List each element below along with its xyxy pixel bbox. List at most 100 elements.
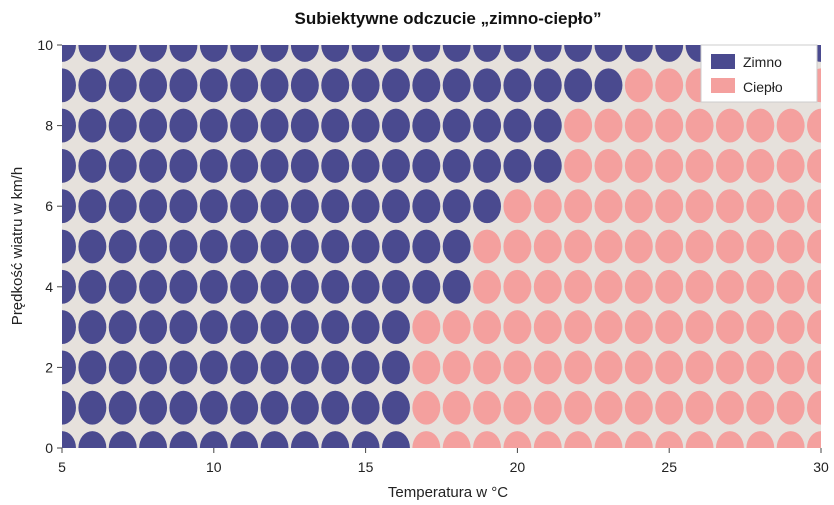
data-point-zimno: [473, 148, 502, 183]
legend-label-zimno: Zimno: [743, 54, 782, 70]
data-point-zimno: [230, 189, 259, 224]
data-point-cieplo: [807, 229, 821, 264]
data-point-cieplo: [776, 350, 805, 385]
data-point-zimno: [108, 148, 137, 183]
data-point-zimno: [139, 390, 168, 425]
y-axis: 0 2 4 6 8 10: [37, 37, 62, 456]
data-point-zimno: [412, 269, 441, 304]
data-point-cieplo: [624, 108, 653, 143]
data-point-cieplo: [533, 189, 562, 224]
data-point-cieplo: [685, 229, 714, 264]
data-point-zimno: [290, 45, 319, 62]
data-point-cieplo: [594, 148, 623, 183]
data-point-zimno: [78, 269, 107, 304]
data-point-zimno: [260, 189, 289, 224]
data-point-zimno: [169, 229, 198, 264]
chart-marks: [62, 45, 821, 448]
data-point-cieplo: [503, 269, 532, 304]
data-point-cieplo: [533, 310, 562, 345]
data-point-zimno: [62, 310, 76, 345]
data-point-zimno: [381, 229, 410, 264]
data-point-cieplo: [503, 390, 532, 425]
data-point-zimno: [230, 68, 259, 103]
data-point-zimno: [381, 189, 410, 224]
data-point-zimno: [533, 68, 562, 103]
data-point-zimno: [321, 229, 350, 264]
data-point-cieplo: [685, 108, 714, 143]
data-point-zimno: [442, 45, 471, 62]
data-point-cieplo: [715, 350, 744, 385]
data-point-cieplo: [715, 310, 744, 345]
data-point-zimno: [351, 148, 380, 183]
data-point-cieplo: [503, 189, 532, 224]
data-point-cieplo: [807, 350, 821, 385]
data-point-zimno: [351, 45, 380, 62]
data-point-zimno: [78, 390, 107, 425]
data-point-zimno: [381, 148, 410, 183]
data-point-zimno: [473, 189, 502, 224]
data-point-zimno: [78, 310, 107, 345]
data-point-zimno: [290, 108, 319, 143]
data-point-zimno: [169, 269, 198, 304]
data-point-cieplo: [655, 108, 684, 143]
data-point-zimno: [351, 431, 380, 448]
legend-swatch-zimno: [711, 54, 735, 69]
data-point-cieplo: [685, 431, 714, 448]
data-point-zimno: [442, 108, 471, 143]
data-point-zimno: [139, 269, 168, 304]
data-point-cieplo: [533, 390, 562, 425]
data-point-cieplo: [564, 431, 593, 448]
data-point-zimno: [139, 148, 168, 183]
data-point-cieplo: [685, 350, 714, 385]
data-point-zimno: [321, 148, 350, 183]
data-point-cieplo: [564, 310, 593, 345]
data-point-zimno: [199, 229, 228, 264]
data-point-zimno: [381, 390, 410, 425]
data-point-zimno: [139, 229, 168, 264]
data-point-cieplo: [594, 350, 623, 385]
data-point-zimno: [139, 108, 168, 143]
data-point-zimno: [62, 269, 76, 304]
data-point-zimno: [321, 431, 350, 448]
data-point-zimno: [199, 108, 228, 143]
x-tick-label: 5: [58, 459, 66, 475]
x-tick-label: 20: [510, 459, 526, 475]
data-point-zimno: [260, 148, 289, 183]
data-point-cieplo: [655, 68, 684, 103]
data-point-zimno: [139, 45, 168, 62]
data-point-cieplo: [776, 229, 805, 264]
data-point-zimno: [503, 108, 532, 143]
data-point-zimno: [62, 45, 76, 62]
data-point-zimno: [169, 148, 198, 183]
data-point-cieplo: [746, 310, 775, 345]
data-point-zimno: [199, 45, 228, 62]
data-point-zimno: [169, 108, 198, 143]
data-point-cieplo: [746, 148, 775, 183]
data-point-cieplo: [746, 108, 775, 143]
data-point-cieplo: [685, 189, 714, 224]
data-point-cieplo: [776, 390, 805, 425]
data-point-zimno: [351, 350, 380, 385]
data-point-zimno: [473, 108, 502, 143]
y-tick-label: 6: [45, 198, 53, 214]
data-point-cieplo: [624, 350, 653, 385]
data-point-cieplo: [655, 148, 684, 183]
data-point-cieplo: [594, 310, 623, 345]
data-point-zimno: [139, 350, 168, 385]
data-point-zimno: [442, 68, 471, 103]
data-point-zimno: [564, 45, 593, 62]
data-point-cieplo: [655, 350, 684, 385]
data-point-cieplo: [624, 68, 653, 103]
data-point-cieplo: [776, 269, 805, 304]
data-point-zimno: [199, 269, 228, 304]
data-point-zimno: [321, 189, 350, 224]
data-point-cieplo: [776, 431, 805, 448]
data-point-cieplo: [807, 431, 821, 448]
data-point-zimno: [139, 189, 168, 224]
data-point-cieplo: [655, 229, 684, 264]
x-tick-label: 25: [661, 459, 677, 475]
data-point-zimno: [321, 68, 350, 103]
data-point-cieplo: [624, 390, 653, 425]
legend-label-cieplo: Ciepło: [743, 79, 783, 95]
data-point-zimno: [321, 310, 350, 345]
